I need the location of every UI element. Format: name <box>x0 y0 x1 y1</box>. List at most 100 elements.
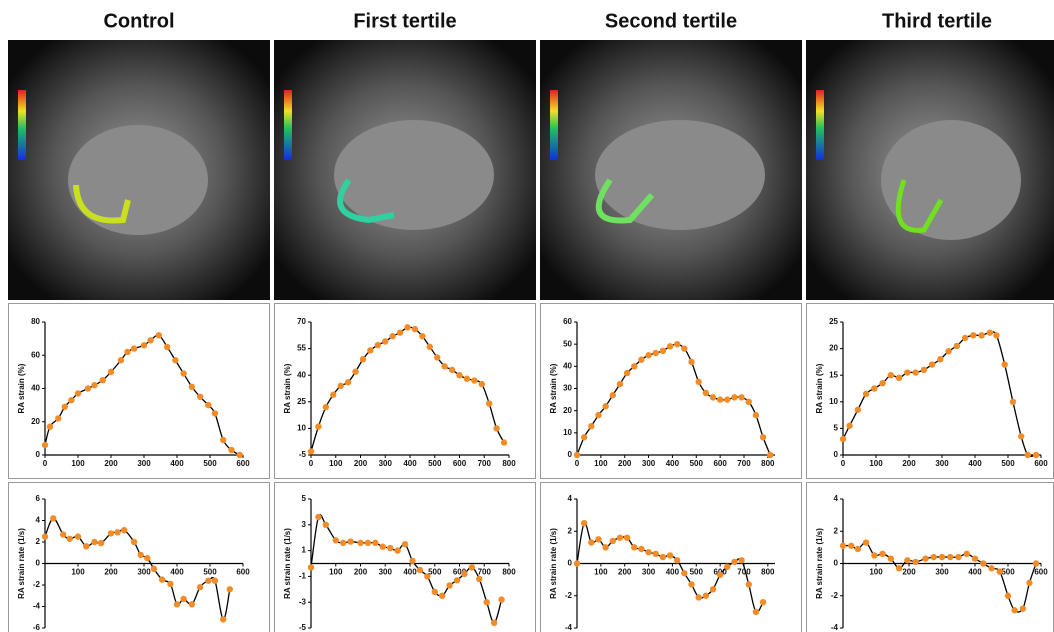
data-point <box>164 344 170 350</box>
data-point <box>638 546 644 552</box>
data-point <box>456 372 462 378</box>
data-point <box>695 594 701 600</box>
data-point <box>653 551 659 557</box>
data-point <box>624 535 630 541</box>
x-tick-label: 100 <box>594 459 608 468</box>
data-point <box>964 551 970 557</box>
data-point <box>610 538 616 544</box>
data-point <box>1025 452 1031 458</box>
y-tick-label: 20 <box>31 417 40 426</box>
y-axis-label: RA strain (%) <box>549 363 558 413</box>
y-tick-label: -4 <box>565 623 573 632</box>
x-tick-label: 400 <box>968 459 982 468</box>
data-point <box>180 370 186 376</box>
y-tick-label: 55 <box>297 344 306 353</box>
data-point <box>464 376 470 382</box>
data-point <box>427 344 433 350</box>
y-tick-label: 25 <box>829 317 838 326</box>
column-title: Third tertile <box>882 10 992 32</box>
y-axis-label: RA strain rate (1/s) <box>17 528 26 599</box>
data-point <box>921 367 927 373</box>
y-tick-label: -4 <box>33 602 41 611</box>
data-point <box>75 390 81 396</box>
x-tick-label: 0 <box>575 459 580 468</box>
x-tick-label: 600 <box>236 568 250 577</box>
x-tick-label: 300 <box>642 568 656 577</box>
data-point <box>382 338 388 344</box>
panel-frame <box>275 483 536 632</box>
data-point <box>888 372 894 378</box>
data-point <box>840 543 846 549</box>
data-point <box>688 581 694 587</box>
data-point <box>922 555 928 561</box>
data-point <box>62 404 68 410</box>
y-tick-label: 80 <box>31 317 40 326</box>
x-tick-label: 0 <box>43 459 48 468</box>
data-point <box>645 549 651 555</box>
data-point <box>205 402 211 408</box>
data-point <box>855 546 861 552</box>
x-tick-label: 100 <box>869 568 883 577</box>
y-tick-label: 0 <box>568 559 573 568</box>
column-title: First tertile <box>353 10 456 32</box>
y-tick-label: -3 <box>299 597 307 606</box>
data-point <box>347 538 353 544</box>
data-point <box>180 596 186 602</box>
data-point <box>114 529 120 535</box>
y-tick-label: 10 <box>563 428 572 437</box>
data-point <box>434 354 440 360</box>
data-point <box>660 554 666 560</box>
data-point <box>412 326 418 332</box>
y-tick-label: -6 <box>33 623 41 632</box>
data-point <box>660 348 666 354</box>
data-point <box>491 620 497 626</box>
data-point <box>50 515 56 521</box>
mri-images <box>8 40 1054 300</box>
data-point <box>760 434 766 440</box>
data-point <box>638 356 644 362</box>
x-tick-label: 200 <box>618 568 632 577</box>
data-point <box>681 570 687 576</box>
data-point <box>372 540 378 546</box>
y-tick-label: 4 <box>834 494 839 503</box>
x-tick-label: 0 <box>841 459 846 468</box>
x-tick-label: 500 <box>428 459 442 468</box>
data-point <box>912 369 918 375</box>
x-tick-label: 100 <box>329 459 343 468</box>
data-point <box>449 367 455 373</box>
data-point <box>189 601 195 607</box>
data-point <box>345 379 351 385</box>
x-tick-label: 200 <box>618 459 632 468</box>
x-tick-label: 200 <box>354 459 368 468</box>
y-tick-label: 40 <box>31 384 40 393</box>
data-point <box>42 442 48 448</box>
y-tick-label: -2 <box>33 580 41 589</box>
data-point <box>1010 399 1016 405</box>
y-tick-label: 20 <box>563 406 572 415</box>
data-point <box>365 540 371 546</box>
data-point <box>340 540 346 546</box>
data-point <box>367 347 373 353</box>
data-point <box>212 578 218 584</box>
data-point <box>409 558 415 564</box>
mri-image <box>806 40 1054 300</box>
data-point <box>602 403 608 409</box>
data-point <box>574 560 580 566</box>
x-tick-label: 400 <box>170 568 184 577</box>
data-point <box>424 573 430 579</box>
y-tick-label: 0 <box>36 559 41 568</box>
data-point <box>724 564 730 570</box>
data-point <box>91 382 97 388</box>
data-point <box>972 555 978 561</box>
data-point <box>1020 605 1026 611</box>
data-point <box>962 335 968 341</box>
y-tick-label: 2 <box>568 526 573 535</box>
x-tick-label: 600 <box>236 459 250 468</box>
y-tick-label: 10 <box>297 424 306 433</box>
y-axis-label: RA strain (%) <box>815 363 824 413</box>
data-point <box>212 410 218 416</box>
data-point <box>896 375 902 381</box>
data-point <box>1011 607 1017 613</box>
data-point <box>228 447 234 453</box>
data-point <box>855 407 861 413</box>
